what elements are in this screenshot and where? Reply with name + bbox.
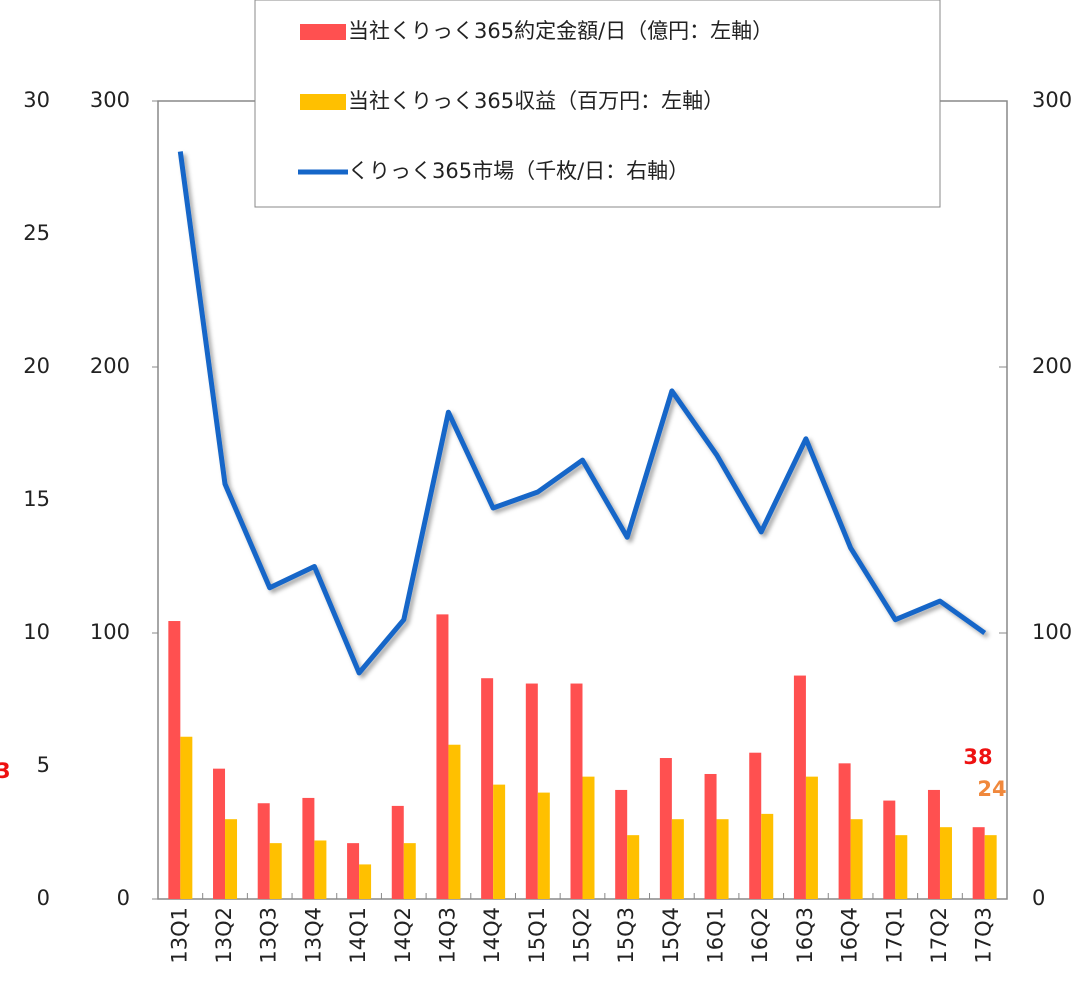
y-outer-tick-label: 15	[23, 487, 50, 511]
x-tick-label: 16Q3	[793, 907, 817, 964]
bar	[716, 819, 729, 899]
bar	[939, 827, 952, 899]
bar	[883, 800, 896, 899]
x-tick-label: 13Q4	[301, 907, 325, 964]
bar	[582, 776, 595, 899]
bar	[180, 736, 193, 899]
bar	[659, 758, 672, 899]
bar	[570, 683, 583, 899]
bar	[481, 678, 494, 899]
bar	[257, 803, 270, 899]
x-tick-label: 14Q3	[435, 907, 459, 964]
y-outer-tick-label: 20	[23, 354, 50, 378]
bar	[704, 773, 717, 899]
bar	[403, 843, 416, 899]
legend-label: くりっく365市場（千枚/日：右軸）	[348, 159, 689, 183]
bar	[615, 789, 628, 899]
x-tick-label: 13Q1	[167, 907, 191, 964]
x-tick-label: 13Q2	[212, 907, 236, 964]
x-tick-label: 14Q2	[391, 907, 415, 964]
bar	[850, 819, 863, 899]
y-outer-tick-label: 30	[23, 88, 50, 112]
annotation: 24	[977, 777, 1006, 801]
x-tick-label: 14Q1	[346, 907, 370, 964]
x-tick-label: 17Q2	[927, 907, 951, 964]
bar	[213, 768, 226, 899]
bar	[805, 776, 818, 899]
y-tick-label: 300	[90, 88, 130, 112]
x-tick-label: 16Q2	[748, 907, 772, 964]
legend-swatch	[300, 24, 346, 40]
bar	[838, 763, 851, 899]
x-tick-label: 13Q3	[257, 907, 281, 964]
y-tick-label: 100	[90, 620, 130, 644]
y2-tick-label: 200	[1032, 354, 1072, 378]
x-tick-label: 15Q1	[525, 907, 549, 964]
y-tick-label: 0	[117, 886, 130, 910]
x-tick-label: 15Q4	[659, 907, 683, 964]
x-tick-label: 15Q2	[570, 907, 594, 964]
bar	[347, 843, 360, 899]
y-tick-label: 200	[90, 354, 130, 378]
y2-tick-label: 0	[1032, 886, 1045, 910]
bar	[314, 840, 327, 899]
bar	[972, 827, 985, 899]
x-tick-label: 16Q1	[704, 907, 728, 964]
y-outer-tick-label: 0	[37, 886, 50, 910]
bar	[627, 835, 640, 899]
legend-label: 当社くりっく365収益（百万円：左軸）	[348, 89, 724, 113]
bar	[302, 797, 315, 899]
y-outer-tick-label: 10	[23, 620, 50, 644]
y-outer-tick-label: 25	[23, 221, 50, 245]
bar	[493, 784, 506, 899]
bar	[761, 813, 774, 899]
bar	[269, 843, 282, 899]
bar	[359, 864, 372, 899]
line-series	[177, 151, 987, 676]
bar	[793, 675, 806, 899]
legend-label: 当社くりっく365約定金額/日（億円：左軸）	[348, 19, 773, 43]
bar	[927, 789, 940, 899]
bar	[671, 819, 684, 899]
bar	[168, 621, 181, 899]
legend-box	[254, 0, 941, 208]
bar	[749, 752, 762, 899]
bar	[391, 805, 404, 899]
bar	[537, 792, 550, 899]
annotation: 38	[963, 745, 992, 769]
x-tick-label: 17Q1	[882, 907, 906, 964]
bar	[525, 683, 538, 899]
y2-tick-label: 100	[1032, 620, 1072, 644]
bar	[984, 835, 997, 899]
x-tick-label: 17Q3	[972, 907, 996, 964]
x-tick-label: 15Q3	[614, 907, 638, 964]
bar	[895, 835, 908, 899]
x-tick-label: 16Q4	[838, 907, 862, 964]
bar	[225, 819, 238, 899]
y2-tick-label: 300	[1032, 88, 1072, 112]
x-tick-label: 14Q4	[480, 907, 504, 964]
y-outer-tick-label: 5	[37, 753, 50, 777]
bar	[448, 744, 461, 899]
annotation: 3	[0, 759, 11, 783]
legend-swatch	[300, 94, 346, 110]
bar	[436, 614, 449, 899]
